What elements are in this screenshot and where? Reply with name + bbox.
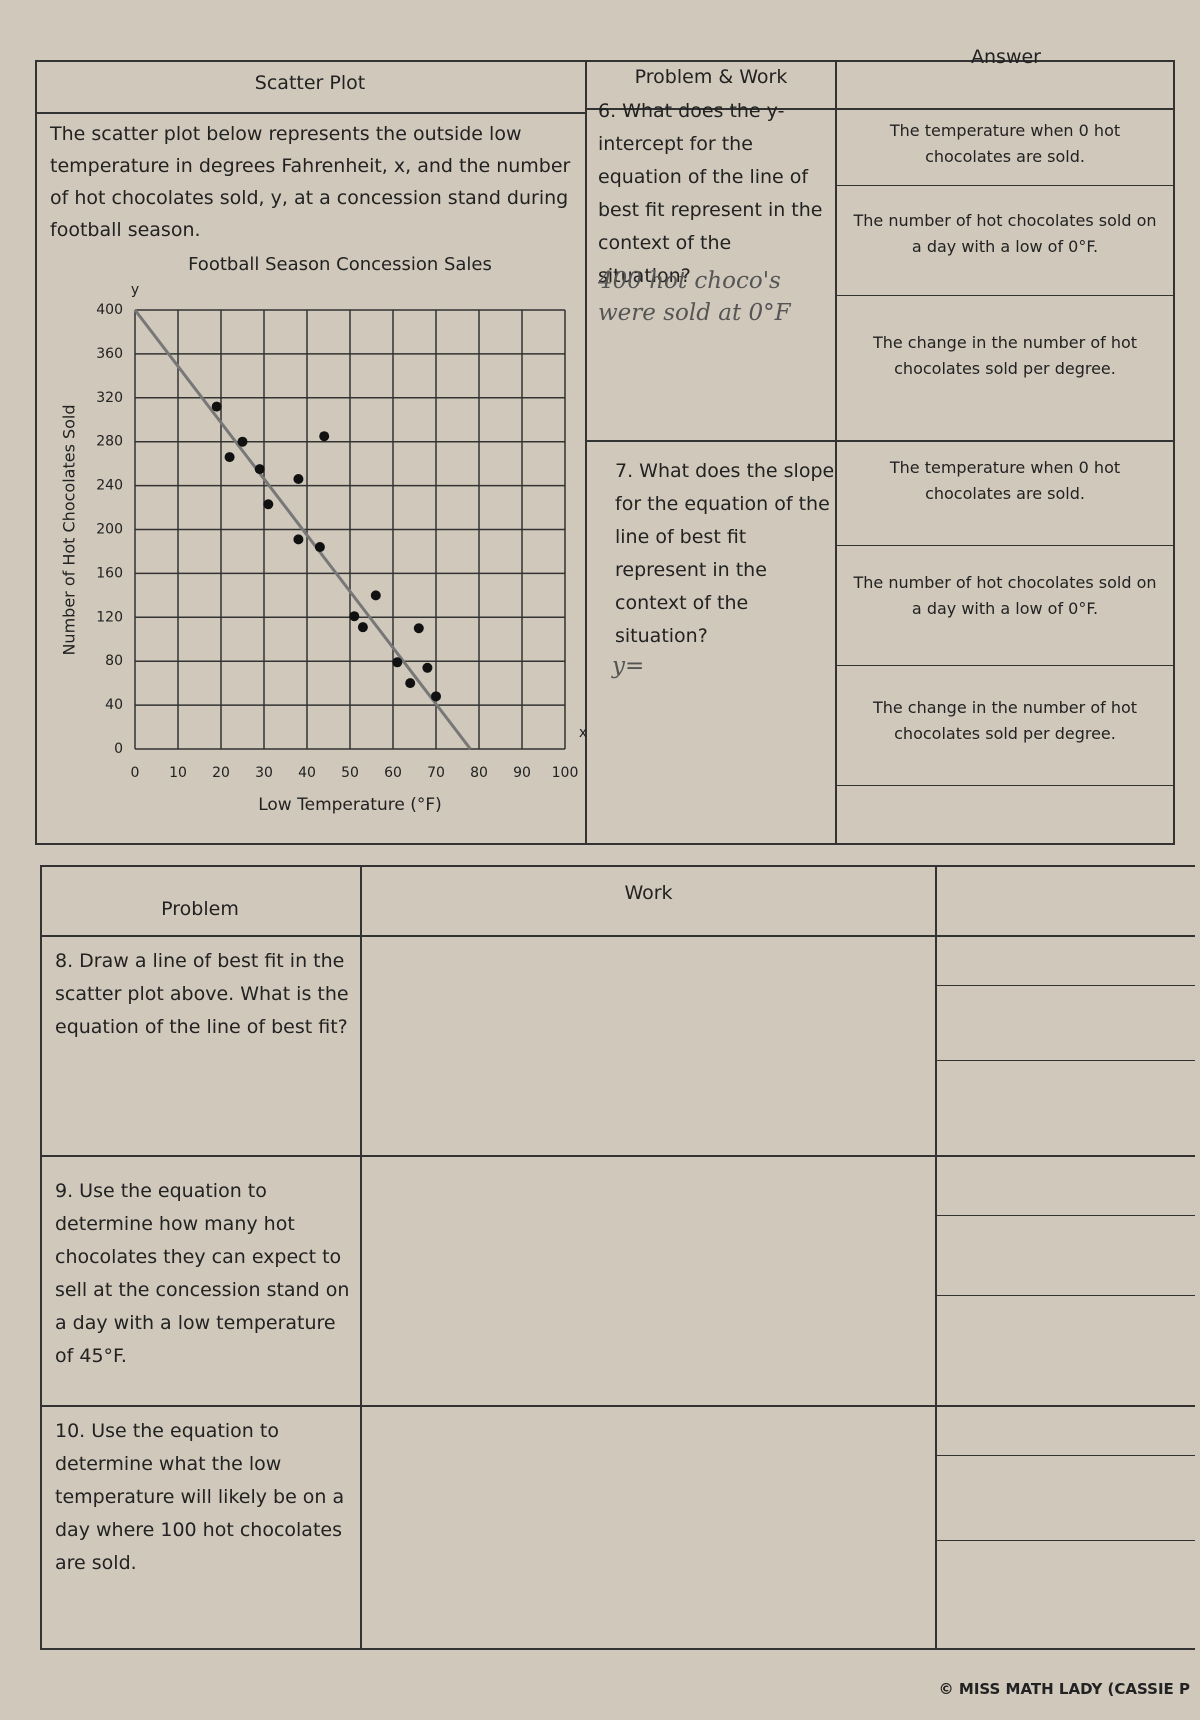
- rule: [935, 1540, 1195, 1541]
- y-tick-label: 360: [96, 346, 123, 362]
- data-point: [263, 499, 274, 510]
- rule: [935, 1295, 1195, 1296]
- data-point: [392, 657, 403, 668]
- section-heading: Scatter Plot: [254, 72, 366, 94]
- rule: [935, 985, 1195, 986]
- y-axis-title: Number of Hot Chocolates Sold: [60, 404, 79, 655]
- y-tick-label: 120: [96, 609, 123, 625]
- question: 9. Use the equation to determine how man…: [55, 1180, 350, 1367]
- rule: [835, 785, 1175, 786]
- y-axis-letter: y: [131, 282, 139, 298]
- rule: [835, 60, 837, 845]
- rule: [935, 1455, 1195, 1456]
- y-tick-label: 320: [96, 390, 123, 406]
- y-tick-label: 240: [96, 478, 123, 494]
- answer-choice: The number of hot chocolates sold on a d…: [853, 573, 1157, 618]
- intro-text: The scatter plot below represents the ou…: [50, 123, 571, 241]
- rule: [835, 545, 1175, 546]
- chart-title: Football Season Concession Sales: [188, 254, 492, 275]
- fit-line: [133, 309, 472, 750]
- y-tick-label: 400: [96, 302, 123, 318]
- rule: [585, 440, 1175, 442]
- column-heading: Problem & Work: [634, 66, 788, 88]
- x-tick-label: 10: [169, 765, 187, 781]
- y-tick-label: 80: [105, 653, 123, 669]
- rule: [360, 865, 362, 1650]
- data-point: [431, 691, 441, 702]
- x-tick-label: 90: [513, 765, 531, 781]
- y-tick-label: 160: [96, 565, 123, 581]
- rule: [835, 665, 1175, 666]
- column-heading: Answer: [971, 46, 1041, 68]
- rule: [40, 935, 1195, 937]
- rule: [585, 108, 1175, 110]
- rule: [35, 112, 585, 114]
- x-tick-label: 40: [298, 765, 316, 781]
- y-tick-label: 280: [96, 434, 123, 450]
- data-point: [254, 464, 265, 475]
- data-point: [370, 590, 381, 601]
- handwritten-answer: 400 hot choco's were sold at 0°F: [598, 268, 791, 326]
- scatter-chart: Football Season Concession Sales Low Tem…: [60, 254, 588, 815]
- y-tick-label: 40: [105, 697, 123, 713]
- y-tick-label: 0: [114, 741, 123, 757]
- rule: [935, 1215, 1195, 1216]
- question: 7. What does the slope for the equation …: [615, 460, 835, 647]
- x-axis-title: Low Temperature (°F): [258, 795, 442, 815]
- data-point: [293, 534, 304, 545]
- bottom-frame: [40, 865, 1195, 1650]
- handwritten-answer: y=: [612, 653, 645, 679]
- x-tick-label: 50: [341, 765, 359, 781]
- data-point: [293, 474, 304, 485]
- data-point: [237, 436, 248, 447]
- x-tick-label: 60: [384, 765, 402, 781]
- x-tick-label: 0: [131, 765, 140, 781]
- data-point: [314, 542, 325, 553]
- answer-choice: The temperature when 0 hot chocolates ar…: [889, 458, 1121, 503]
- data-point: [211, 401, 222, 412]
- data-point: [357, 622, 368, 633]
- answer-choice: The temperature when 0 hot chocolates ar…: [889, 121, 1121, 166]
- column-heading: Problem: [161, 898, 239, 920]
- question: 6. What does the y-intercept for the equ…: [598, 100, 823, 287]
- footer: © MISS MATH LADY (CASSIE P: [938, 1680, 1190, 1698]
- question: 10. Use the equation to determine what t…: [55, 1420, 345, 1574]
- rule: [935, 865, 937, 1650]
- y-tick-label: 200: [96, 522, 123, 538]
- answer-choice: The change in the number of hot chocolat…: [872, 698, 1138, 743]
- answer-choice: The number of hot chocolates sold on a d…: [853, 211, 1157, 256]
- rule: [835, 295, 1175, 296]
- x-axis-letter: x: [579, 725, 587, 741]
- data-point: [422, 662, 433, 673]
- rule: [585, 60, 587, 845]
- data-point: [405, 678, 416, 689]
- data-point: [224, 452, 235, 463]
- rule: [935, 1060, 1195, 1061]
- data-point: [413, 623, 424, 634]
- rule: [40, 1405, 1195, 1407]
- x-tick-label: 80: [470, 765, 488, 781]
- answer-choice: The change in the number of hot chocolat…: [872, 333, 1138, 378]
- rule: [835, 185, 1175, 186]
- data-point: [319, 431, 330, 442]
- column-heading: Work: [624, 882, 673, 904]
- question: 8. Draw a line of best fit in the scatte…: [55, 950, 349, 1038]
- x-tick-label: 30: [255, 765, 273, 781]
- rule: [40, 1155, 1195, 1157]
- x-tick-label: 70: [427, 765, 445, 781]
- data-point: [349, 611, 360, 622]
- x-tick-label: 100: [552, 765, 579, 781]
- x-tick-label: 20: [212, 765, 230, 781]
- top-frame: [35, 60, 1175, 845]
